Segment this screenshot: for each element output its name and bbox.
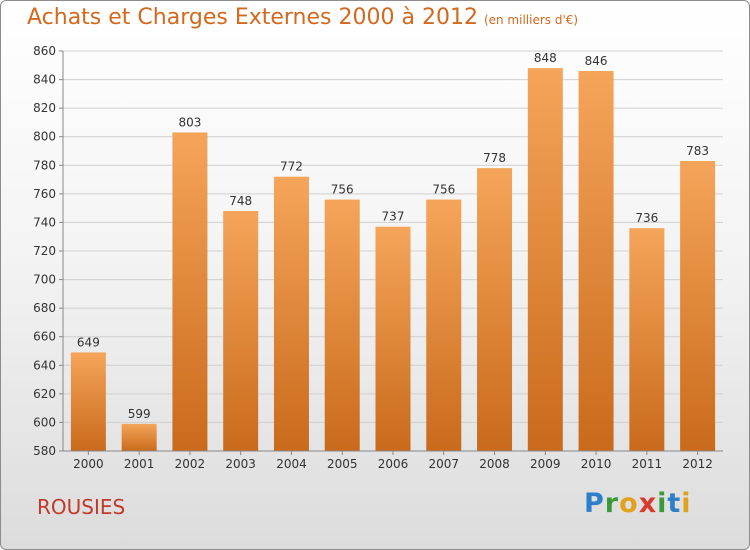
x-tick-label: 2011 bbox=[632, 457, 663, 471]
chart-title-text: Achats et Charges Externes 2000 à 2012 bbox=[27, 5, 478, 30]
bar-value-label: 848 bbox=[534, 51, 557, 65]
y-tick-label: 800 bbox=[33, 130, 56, 144]
logo-letter: x bbox=[638, 488, 658, 519]
y-tick-label: 700 bbox=[33, 273, 56, 287]
bar bbox=[273, 176, 309, 451]
y-tick-label: 720 bbox=[33, 244, 56, 258]
x-tick-label: 2009 bbox=[530, 457, 561, 471]
bar bbox=[426, 199, 462, 451]
bar-value-label: 846 bbox=[585, 54, 608, 68]
y-tick-label: 840 bbox=[33, 73, 56, 87]
x-tick-label: 2003 bbox=[225, 457, 256, 471]
bar bbox=[223, 211, 259, 451]
x-tick-label: 2012 bbox=[682, 457, 713, 471]
bar-value-label: 772 bbox=[280, 160, 303, 174]
y-tick-label: 620 bbox=[33, 387, 56, 401]
x-tick-label: 2005 bbox=[327, 457, 358, 471]
x-tick-label: 2008 bbox=[479, 457, 510, 471]
bar-value-label: 756 bbox=[331, 183, 354, 197]
x-tick-label: 2001 bbox=[124, 457, 155, 471]
proxiti-logo: Proxiti bbox=[584, 488, 692, 519]
bar bbox=[527, 68, 563, 452]
x-tick-label: 2010 bbox=[581, 457, 612, 471]
x-tick-label: 2000 bbox=[73, 457, 104, 471]
bar bbox=[375, 226, 411, 451]
location-label: ROUSIES bbox=[37, 495, 126, 519]
y-tick-label: 780 bbox=[33, 158, 56, 172]
bar-value-label: 803 bbox=[178, 115, 201, 129]
bar bbox=[324, 199, 360, 451]
chart-subtitle: (en milliers d'€) bbox=[483, 13, 579, 27]
bars: 649 599 803 748 772 756 737 756 778 848 846 736 783 bbox=[70, 51, 716, 452]
y-tick-label: 600 bbox=[33, 415, 56, 429]
y-tick-label: 860 bbox=[33, 44, 56, 58]
x-axis: 2000 2001 2002 2003 2004 2005 2006 2007 2008 2009… bbox=[63, 450, 723, 471]
bar-value-label: 748 bbox=[229, 194, 252, 208]
bar bbox=[172, 132, 208, 451]
bar-value-label: 599 bbox=[128, 407, 151, 421]
y-tick-label: 740 bbox=[33, 215, 56, 229]
y-tick-label: 640 bbox=[33, 358, 56, 372]
x-tick-label: 2007 bbox=[428, 457, 459, 471]
bar bbox=[680, 161, 716, 451]
bar bbox=[578, 71, 614, 451]
y-tick-label: 660 bbox=[33, 330, 56, 344]
y-tick-label: 760 bbox=[33, 187, 56, 201]
bar-value-label: 736 bbox=[635, 211, 658, 225]
bar bbox=[70, 352, 106, 451]
x-tick-label: 2002 bbox=[175, 457, 206, 471]
chart-title: Achats et Charges Externes 2000 à 2012 (e… bbox=[27, 5, 578, 30]
bar bbox=[121, 423, 157, 451]
y-tick-label: 580 bbox=[33, 444, 56, 458]
logo-letter: o bbox=[619, 488, 639, 519]
y-tick-label: 680 bbox=[33, 301, 56, 315]
logo-letter: P bbox=[584, 488, 605, 519]
x-tick-label: 2004 bbox=[276, 457, 307, 471]
bar-value-label: 756 bbox=[432, 183, 455, 197]
logo-letter: i bbox=[681, 488, 692, 519]
y-axis: 580 600 620 640 660 680 700 720 740 760 780 800 820 8… bbox=[33, 44, 64, 458]
bar-value-label: 778 bbox=[483, 151, 506, 165]
logo-letter: i bbox=[657, 488, 668, 519]
bar-value-label: 783 bbox=[686, 144, 709, 158]
logo-letter: r bbox=[604, 488, 620, 519]
x-tick-label: 2006 bbox=[378, 457, 409, 471]
bar bbox=[629, 228, 665, 451]
bar-value-label: 649 bbox=[77, 335, 100, 349]
bar bbox=[477, 168, 513, 451]
y-tick-label: 820 bbox=[33, 101, 56, 115]
bar-value-label: 737 bbox=[382, 210, 405, 224]
logo-letter: t bbox=[667, 488, 682, 519]
